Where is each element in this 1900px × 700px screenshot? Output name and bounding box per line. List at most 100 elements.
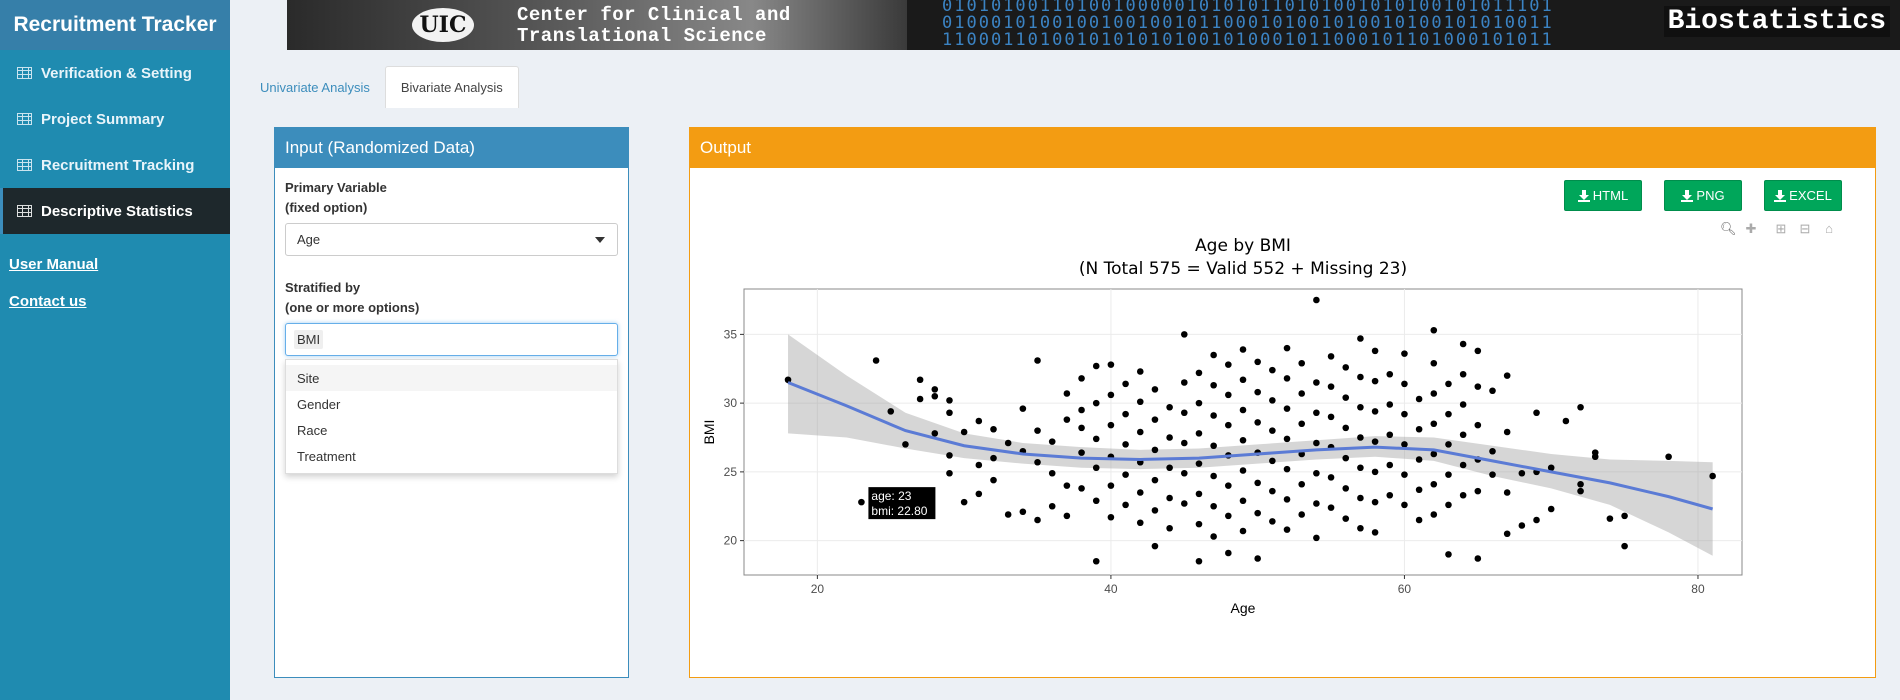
selected-option-chip[interactable]: BMI	[294, 330, 324, 349]
data-point	[1107, 421, 1115, 429]
data-point	[1254, 479, 1261, 487]
data-point	[1180, 331, 1188, 338]
data-point	[1195, 520, 1203, 528]
option-treatment[interactable]: Treatment	[297, 448, 356, 464]
option-site[interactable]: Site	[286, 365, 617, 391]
data-point	[1503, 530, 1511, 538]
primary-variable-select[interactable]: Age	[285, 223, 618, 256]
data-point	[1709, 472, 1716, 480]
user-manual-link[interactable]: User Manual	[9, 256, 99, 273]
sidebar-item-project-summary[interactable]: Project Summary	[0, 96, 230, 142]
x-tick-label: 80	[1691, 582, 1705, 596]
data-point	[1210, 381, 1217, 389]
data-point	[1254, 358, 1261, 366]
x-axis-title: Age	[1231, 600, 1256, 616]
option-gender[interactable]: Gender	[297, 396, 341, 412]
data-point	[1430, 420, 1438, 428]
data-point	[1180, 379, 1188, 386]
pan-icon[interactable]: ✚	[1745, 221, 1757, 236]
download-png-button[interactable]: PNG	[1664, 180, 1742, 211]
tab-bivariate-analysis[interactable]: Bivariate Analysis	[384, 66, 519, 108]
confidence-band	[788, 334, 1713, 556]
data-point	[1430, 511, 1438, 518]
stratified-by-input[interactable]: BMI	[285, 323, 618, 356]
sidebar-item-label: Descriptive Statistics	[41, 202, 193, 220]
scatter-plot[interactable]: 20 40 60 80 20 25 30 35 Age BMI Age by BMI (N Total…	[690, 128, 1875, 677]
data-point	[1313, 296, 1320, 304]
sidebar-item-verification[interactable]: Verification & Setting	[0, 50, 230, 96]
data-point	[1489, 387, 1496, 395]
data-point	[1239, 376, 1247, 384]
zoom-icon[interactable]: 🔍︎	[1720, 221, 1737, 236]
tab-univariate-analysis[interactable]: Univariate Analysis	[260, 79, 370, 95]
data-point	[1313, 500, 1320, 507]
data-point	[1063, 390, 1071, 397]
data-point	[1210, 412, 1217, 419]
data-point	[1533, 516, 1540, 524]
y-axis-title: BMI	[701, 420, 717, 445]
data-point	[1298, 480, 1306, 488]
tooltip-line-1: age: 23	[871, 489, 911, 503]
data-point	[1371, 408, 1379, 415]
sidebar-item-descriptive-statistics[interactable]: Descriptive Statistics	[0, 188, 230, 234]
contact-us-link[interactable]: Contact us	[9, 293, 87, 310]
data-point	[1107, 513, 1115, 521]
data-point	[1122, 441, 1129, 448]
data-point	[1122, 410, 1129, 418]
data-point	[1034, 357, 1041, 364]
data-point	[1445, 380, 1452, 388]
data-point	[1239, 436, 1247, 444]
data-point	[1092, 557, 1100, 565]
data-point	[1122, 471, 1129, 478]
data-point	[1298, 511, 1306, 518]
data-point	[1445, 501, 1452, 509]
data-point	[1342, 485, 1350, 492]
download-html-button[interactable]: HTML	[1564, 180, 1642, 211]
data-point	[1107, 482, 1115, 489]
data-point	[1371, 377, 1379, 385]
data-point	[1371, 438, 1379, 445]
option-race[interactable]: Race	[297, 422, 328, 438]
download-excel-label: EXCEL	[1789, 188, 1832, 203]
data-point	[1474, 383, 1482, 390]
download-excel-button[interactable]: EXCEL	[1764, 180, 1842, 211]
input-panel-title: Input (Randomized Data)	[275, 128, 628, 168]
input-panel: Input (Randomized Data) Primary Variable…	[274, 127, 629, 678]
data-point	[1166, 464, 1173, 472]
data-point	[1269, 487, 1276, 495]
data-point	[1342, 515, 1350, 522]
data-point	[887, 408, 895, 415]
data-point	[1151, 542, 1159, 550]
data-point	[1313, 379, 1320, 386]
data-point	[1459, 461, 1467, 469]
data-point	[1283, 465, 1291, 473]
stratified-by-hint: (one or more options)	[285, 300, 420, 315]
data-point	[1225, 549, 1232, 557]
data-point	[1283, 375, 1291, 382]
home-icon[interactable]: ⌂	[1825, 221, 1833, 236]
data-point	[1225, 421, 1232, 429]
data-point	[916, 395, 924, 403]
data-point	[1415, 456, 1423, 463]
data-point	[946, 409, 953, 417]
data-point	[1092, 435, 1100, 443]
data-point	[1063, 482, 1071, 489]
analysis-tabs: Univariate Analysis Bivariate Analysis	[245, 66, 519, 108]
x-tick-label: 40	[1104, 582, 1118, 596]
data-point	[946, 469, 953, 477]
data-point	[1166, 494, 1173, 502]
data-point	[1122, 380, 1129, 388]
data-point	[1210, 533, 1217, 540]
data-point	[1371, 347, 1379, 355]
data-point	[872, 357, 880, 364]
zoom-in-icon[interactable]: ⊞	[1775, 221, 1787, 236]
zoom-out-icon[interactable]: ⊟	[1799, 221, 1811, 236]
sidebar-item-recruitment-tracking[interactable]: Recruitment Tracking	[0, 142, 230, 188]
data-point	[1459, 431, 1467, 439]
data-point	[1401, 471, 1408, 478]
data-point	[1122, 501, 1129, 509]
data-point	[1327, 353, 1335, 360]
data-point	[1562, 417, 1570, 425]
data-point	[1151, 416, 1159, 423]
data-point	[1357, 524, 1364, 532]
